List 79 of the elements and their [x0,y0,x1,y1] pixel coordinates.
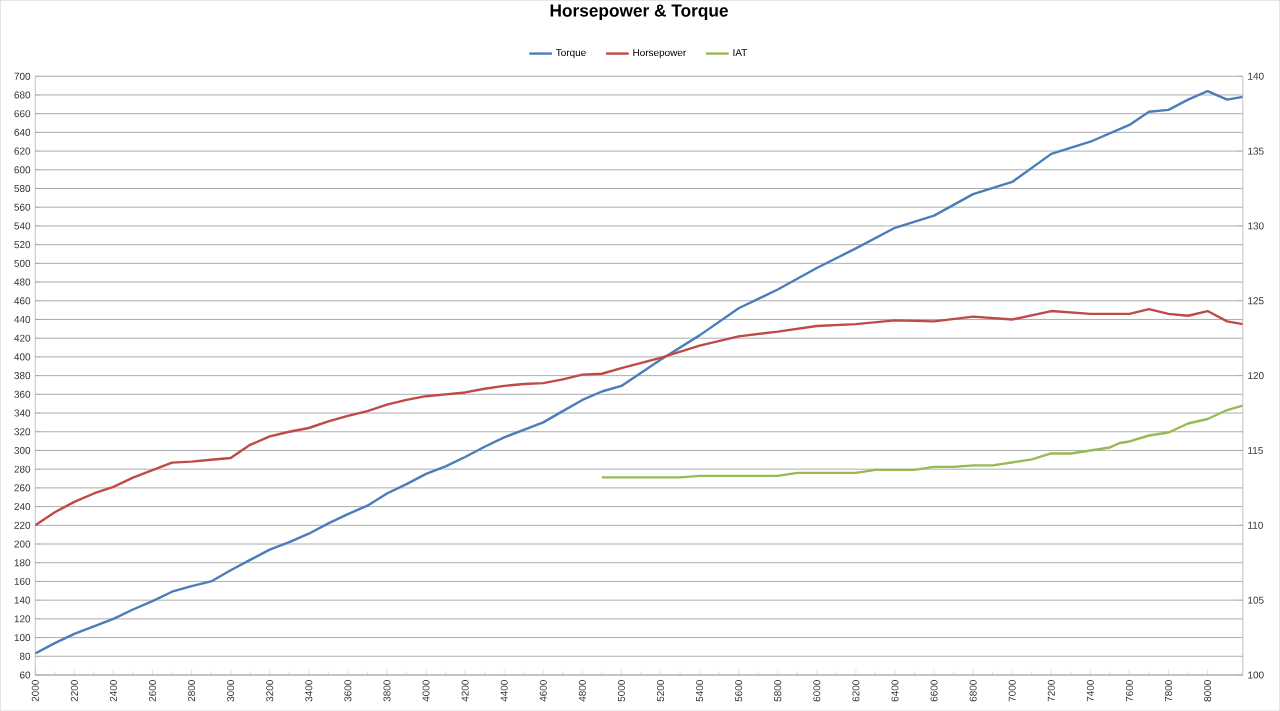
y-tick-label: 500 [14,259,31,267]
x-tick-label: 3600 [344,679,352,702]
x-tick-label: 5400 [696,679,704,702]
legend-label: IAT [733,49,748,56]
x-tick-label: 7600 [1125,679,1133,702]
y-tick-label: 60 [19,671,31,679]
x-tick-label: 6600 [930,679,938,702]
x-tick-label: 4600 [539,679,547,702]
y2-tick-label: 100 [1248,671,1264,679]
y-tick-label: 640 [14,128,31,136]
y2-tick-label: 110 [1248,521,1263,529]
y2-tick-label: 120 [1248,371,1264,380]
y-tick-label: 80 [19,652,31,660]
y-tick-label: 520 [14,241,31,249]
x-tick-label: 4200 [461,679,469,702]
y-tick-label: 400 [14,353,31,361]
y-tick-label: 460 [14,297,31,305]
y-tick-label: 340 [14,409,31,417]
y2-tick-label: 125 [1248,297,1264,305]
chart-title: Horsepower & Torque [550,4,728,20]
x-tick-label: 5800 [774,679,782,702]
x-tick-label: 5000 [617,679,625,702]
x-tick-label: 7400 [1086,679,1094,702]
legend-label: Torque [556,49,586,58]
x-tick-label: 3800 [383,679,391,702]
y-tick-label: 240 [14,502,31,511]
y-tick-label: 300 [14,446,31,454]
x-tick-label: 2800 [188,679,196,702]
y-tick-label: 480 [14,278,31,286]
x-tick-label: 6800 [969,679,977,702]
x-tick-label: 8000 [1204,679,1212,702]
y-tick-label: 380 [14,371,31,380]
y-tick-label: 180 [14,559,31,567]
y-tick-label: 320 [14,428,31,436]
line-series [35,307,1243,527]
x-tick-label: 4000 [422,679,430,702]
x-tick-label: 2000 [31,679,39,702]
x-tick-label: 7800 [1164,679,1173,702]
y-tick-label: 420 [14,334,31,342]
y-tick-label: 540 [14,222,31,230]
x-tick-label: 2200 [70,679,78,702]
x-tick-label: 6000 [813,679,821,702]
y-tick-label: 600 [14,166,31,174]
x-tick-label: 2400 [109,679,117,702]
x-tick-label: 7200 [1047,679,1055,702]
x-tick-label: 4400 [500,679,508,702]
y-tick-label: 140 [14,596,31,604]
y-tick-label: 660 [14,110,31,118]
y-tick-label: 100 [14,633,31,641]
x-tick-label: 6400 [891,679,899,702]
y-tick-label: 440 [14,315,31,323]
y-tick-label: 220 [14,521,31,529]
y2-tick-label: 140 [1248,72,1264,80]
y-tick-label: 120 [14,615,31,623]
y2-tick-label: 135 [1248,147,1264,155]
y-tick-label: 680 [14,91,31,99]
y2-tick-label: 130 [1248,222,1264,230]
line-series [35,89,1243,655]
y2-tick-label: 105 [1248,596,1264,604]
y-tick-label: 560 [14,203,31,211]
x-tick-label: 6200 [852,679,860,702]
x-tick-label: 2600 [148,679,157,702]
y2-tick-label: 115 [1248,446,1263,454]
x-tick-label: 3000 [227,679,235,702]
y-tick-label: 160 [14,577,31,585]
y-tick-label: 700 [14,72,31,80]
y-tick-label: 580 [14,184,31,192]
y-tick-label: 200 [14,540,31,548]
y-tick-label: 280 [14,465,31,473]
x-tick-label: 4800 [578,679,586,702]
legend-label: Horsepower [633,49,687,58]
x-tick-label: 7000 [1008,679,1016,702]
y-tick-label: 620 [14,147,31,155]
y-tick-label: 260 [14,484,31,492]
x-tick-label: 3400 [305,679,313,702]
y-tick-label: 360 [14,390,31,398]
x-tick-label: 5200 [656,679,665,702]
x-tick-label: 5600 [735,679,743,702]
x-tick-label: 3200 [266,679,274,702]
